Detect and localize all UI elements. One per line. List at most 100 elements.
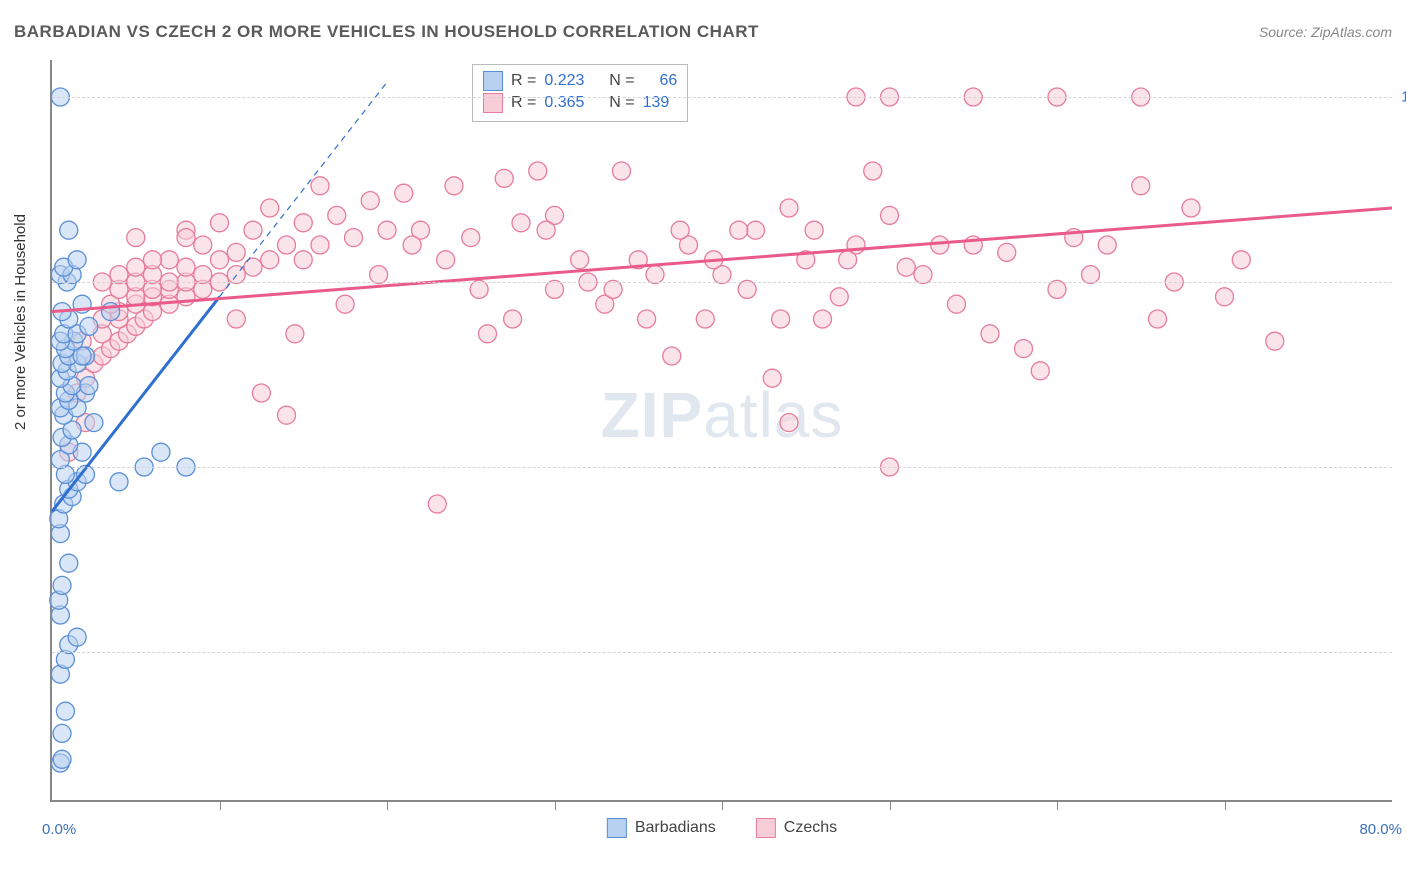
data-point xyxy=(211,251,229,269)
data-point xyxy=(261,251,279,269)
data-point xyxy=(278,236,296,254)
data-point xyxy=(261,199,279,217)
scatter-chart xyxy=(52,60,1392,800)
data-point xyxy=(80,317,98,335)
data-point xyxy=(160,251,178,269)
data-point xyxy=(227,243,245,261)
data-point xyxy=(864,162,882,180)
data-point xyxy=(286,325,304,343)
data-point xyxy=(696,310,714,328)
x-axis-label-right: 80.0% xyxy=(1359,821,1402,838)
data-point xyxy=(378,221,396,239)
source-label: Source: ZipAtlas.com xyxy=(1259,24,1392,40)
data-point xyxy=(830,288,848,306)
data-point xyxy=(177,258,195,276)
legend-item-czechs: Czechs xyxy=(756,818,837,838)
data-point xyxy=(370,266,388,284)
data-point xyxy=(546,280,564,298)
data-point xyxy=(462,229,480,247)
data-point xyxy=(278,406,296,424)
series-legend: Barbadians Czechs xyxy=(607,818,837,838)
swatch-blue-icon xyxy=(483,71,503,91)
data-point xyxy=(127,229,145,247)
stats-row-barbadians: R = 0.223 N = 66 xyxy=(483,71,677,91)
data-point xyxy=(747,221,765,239)
data-point xyxy=(336,295,354,313)
data-point xyxy=(998,243,1016,261)
data-point xyxy=(1149,310,1167,328)
data-point xyxy=(663,347,681,365)
stats-legend: R = 0.223 N = 66 R = 0.365 N = 139 xyxy=(472,64,688,122)
swatch-pink-icon xyxy=(756,818,776,838)
data-point xyxy=(931,236,949,254)
data-point xyxy=(252,384,270,402)
data-point xyxy=(479,325,497,343)
data-point xyxy=(60,221,78,239)
data-point xyxy=(428,495,446,513)
data-point xyxy=(772,310,790,328)
data-point xyxy=(395,184,413,202)
data-point xyxy=(1232,251,1250,269)
data-point xyxy=(881,206,899,224)
y-axis-title: 2 or more Vehicles in Household xyxy=(12,214,29,430)
plot-area: ZIPatlas R = 0.223 N = 66 R = 0.365 N = … xyxy=(50,60,1392,802)
data-point xyxy=(361,192,379,210)
data-point xyxy=(1082,266,1100,284)
chart-title: BARBADIAN VS CZECH 2 OR MORE VEHICLES IN… xyxy=(14,22,759,42)
data-point xyxy=(1015,340,1033,358)
data-point xyxy=(244,221,262,239)
data-point xyxy=(1031,362,1049,380)
data-point xyxy=(294,251,312,269)
data-point xyxy=(1182,199,1200,217)
data-point xyxy=(646,266,664,284)
data-point xyxy=(537,221,555,239)
data-point xyxy=(194,266,212,284)
data-point xyxy=(127,258,145,276)
data-point xyxy=(948,295,966,313)
data-point xyxy=(897,258,915,276)
data-point xyxy=(470,280,488,298)
swatch-pink-icon xyxy=(483,93,503,113)
data-point xyxy=(814,310,832,328)
data-point xyxy=(805,221,823,239)
data-point xyxy=(671,221,689,239)
data-point xyxy=(56,702,74,720)
data-point xyxy=(311,177,329,195)
swatch-blue-icon xyxy=(607,818,627,838)
data-point xyxy=(571,251,589,269)
data-point xyxy=(738,280,756,298)
data-point xyxy=(1216,288,1234,306)
data-point xyxy=(780,414,798,432)
data-point xyxy=(437,251,455,269)
data-point xyxy=(529,162,547,180)
data-point xyxy=(512,214,530,232)
data-point xyxy=(345,229,363,247)
legend-item-barbadians: Barbadians xyxy=(607,818,716,838)
data-point xyxy=(194,236,212,254)
data-point xyxy=(495,169,513,187)
data-point xyxy=(780,199,798,217)
data-point xyxy=(60,554,78,572)
data-point xyxy=(328,206,346,224)
data-point xyxy=(604,280,622,298)
data-point xyxy=(914,266,932,284)
data-point xyxy=(1098,236,1116,254)
data-point xyxy=(730,221,748,239)
data-point xyxy=(294,214,312,232)
data-point xyxy=(68,251,86,269)
y-tick-label: 100.0% xyxy=(1401,89,1406,106)
data-point xyxy=(1048,280,1066,298)
data-point xyxy=(638,310,656,328)
data-point xyxy=(110,473,128,491)
data-point xyxy=(613,162,631,180)
data-point xyxy=(144,251,162,269)
data-point xyxy=(53,724,71,742)
data-point xyxy=(763,369,781,387)
data-point xyxy=(1266,332,1284,350)
data-point xyxy=(311,236,329,254)
data-point xyxy=(211,214,229,232)
data-point xyxy=(152,443,170,461)
data-point xyxy=(110,266,128,284)
data-point xyxy=(445,177,463,195)
data-point xyxy=(53,750,71,768)
